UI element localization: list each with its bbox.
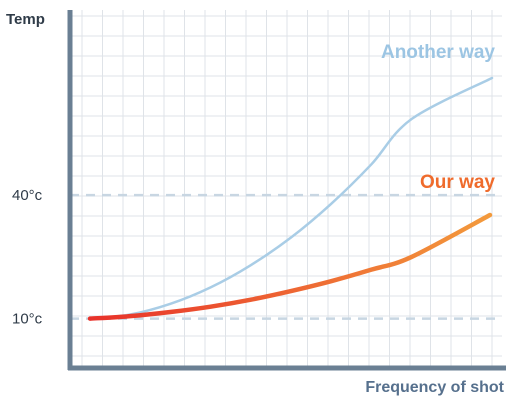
series-layer: [87, 76, 494, 321]
label-another-way: Another way: [381, 42, 495, 63]
reference-lines: [70, 193, 502, 320]
x-axis-label: Frequency of shot: [365, 379, 504, 396]
label-our-way: Our way: [420, 172, 495, 193]
y-tick-label: 10°c: [12, 311, 43, 328]
y-tick-labels: 40°c 10°c: [12, 187, 43, 327]
y-tick-label: 40°c: [12, 187, 43, 204]
axes: [67, 10, 506, 371]
y-axis-label: Temp: [6, 11, 45, 28]
series-labels: Another way Our way: [381, 42, 495, 193]
series-our-way: [87, 212, 493, 321]
series-another-way: [88, 76, 494, 320]
